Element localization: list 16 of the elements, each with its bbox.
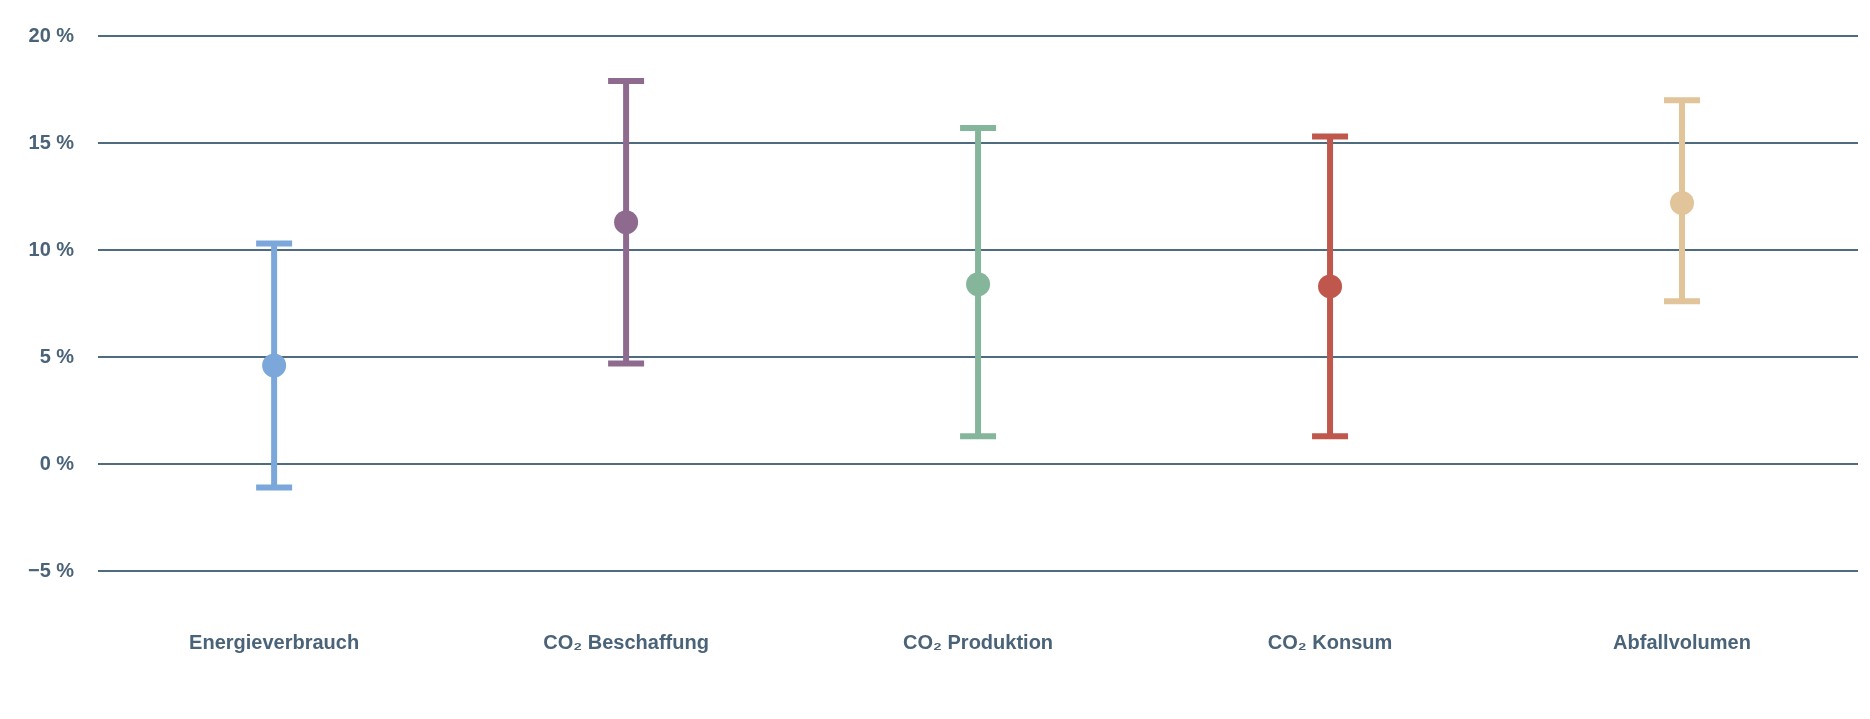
point	[262, 353, 287, 378]
y-tick-label: 15 %	[28, 130, 75, 153]
point	[966, 272, 991, 297]
y-tick-label: 10 %	[28, 237, 75, 260]
x-tick-label: CO₂ Konsum	[1267, 630, 1393, 653]
x-tick-label: CO₂ Produktion	[903, 630, 1054, 653]
y-tick-label: 5 %	[39, 344, 75, 367]
x-tick-label: Abfallvolumen	[1613, 630, 1751, 653]
y-tick-label: 20 %	[28, 23, 75, 46]
x-tick-label: Energieverbrauch	[189, 630, 360, 653]
point	[1670, 190, 1695, 215]
y-tick-label: −5 %	[27, 558, 75, 581]
point	[614, 210, 639, 235]
y-tick-label: 0 %	[39, 451, 75, 474]
point	[1318, 274, 1343, 299]
x-tick-label: CO₂ Beschaffung	[543, 630, 709, 653]
